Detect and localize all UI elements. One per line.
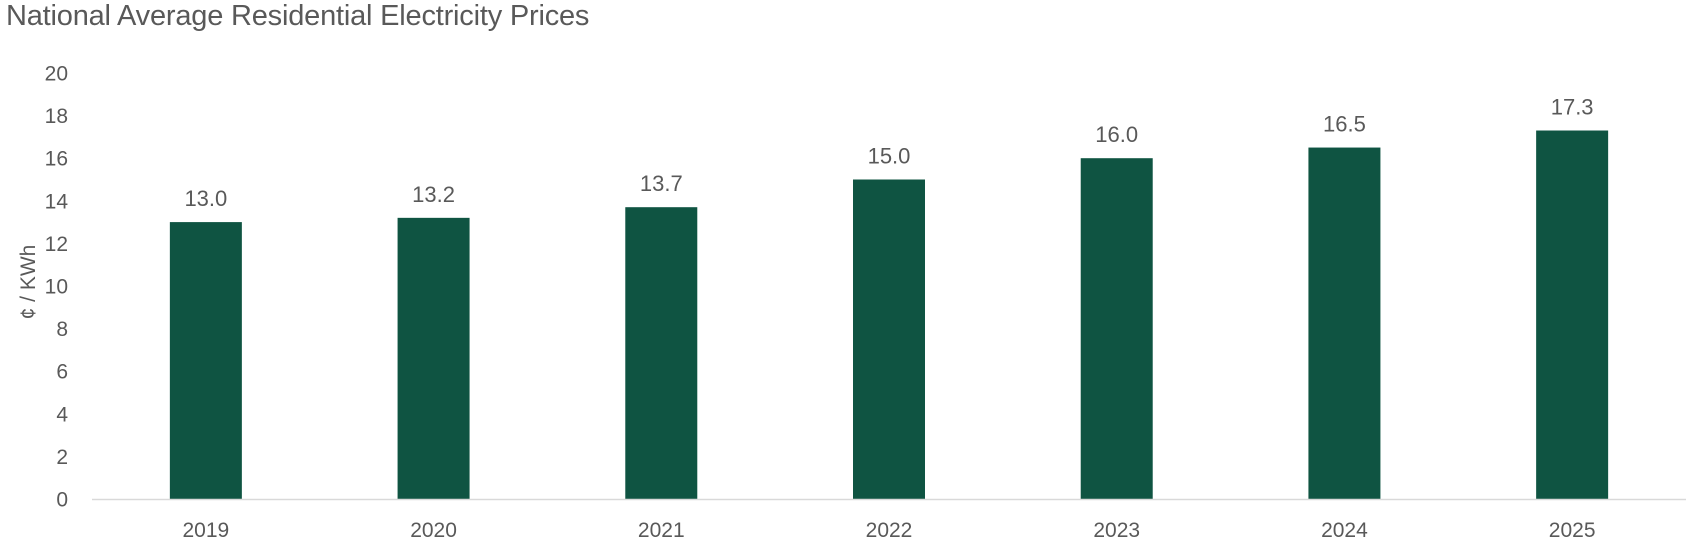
- bar: [853, 179, 925, 499]
- y-axis-title: ¢ / KWh: [17, 245, 40, 320]
- x-axis-labels: 2019 2020 2021 2022 2023 2024 2025: [182, 519, 1595, 542]
- bar: [169, 222, 242, 499]
- bar: [625, 207, 698, 499]
- y-tick-label: 6: [56, 361, 68, 384]
- data-label: 13.2: [412, 182, 455, 207]
- x-tick-label: 2025: [1549, 519, 1596, 542]
- y-axis-ticks: 0 2 4 6 8 10 12 14 16 18 20: [45, 63, 69, 512]
- bar: [1080, 158, 1153, 499]
- data-label: 13.7: [640, 171, 683, 196]
- y-tick-label: 12: [45, 233, 68, 256]
- y-tick-label: 20: [45, 63, 68, 86]
- bar: [397, 217, 470, 499]
- data-label: 16.5: [1323, 112, 1366, 137]
- data-label: 13.0: [184, 186, 227, 211]
- bar: [1536, 130, 1609, 499]
- y-tick-label: 0: [56, 489, 68, 512]
- x-tick-label: 2023: [1093, 519, 1140, 542]
- y-tick-label: 10: [45, 276, 68, 299]
- y-tick-label: 14: [45, 190, 69, 213]
- x-tick-label: 2024: [1321, 519, 1368, 542]
- y-tick-label: 18: [45, 105, 68, 128]
- y-tick-label: 16: [45, 148, 68, 171]
- data-label: 17.3: [1551, 95, 1594, 120]
- y-tick-label: 2: [56, 446, 68, 469]
- data-label: 16.0: [1095, 122, 1138, 147]
- x-tick-label: 2021: [638, 519, 685, 542]
- x-tick-label: 2019: [182, 519, 229, 542]
- chart-title: National Average Residential Electricity…: [6, 0, 590, 32]
- bars: [169, 130, 1609, 500]
- bar: [1308, 147, 1381, 500]
- data-labels: 13.0 13.2 13.7 15.0 16.0 16.5 17.3: [184, 95, 1593, 212]
- x-tick-label: 2020: [410, 519, 457, 542]
- x-tick-label: 2022: [866, 519, 913, 542]
- y-tick-label: 4: [56, 403, 68, 426]
- data-label: 15.0: [868, 144, 911, 169]
- y-tick-label: 8: [56, 318, 68, 341]
